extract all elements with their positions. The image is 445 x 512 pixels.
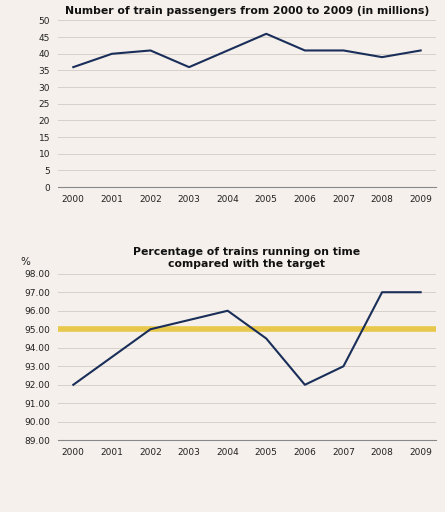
Title: Percentage of trains running on time
compared with the target: Percentage of trains running on time com… <box>134 247 360 269</box>
Text: %: % <box>20 257 30 267</box>
Title: Number of train passengers from 2000 to 2009 (in millions): Number of train passengers from 2000 to … <box>65 6 429 15</box>
